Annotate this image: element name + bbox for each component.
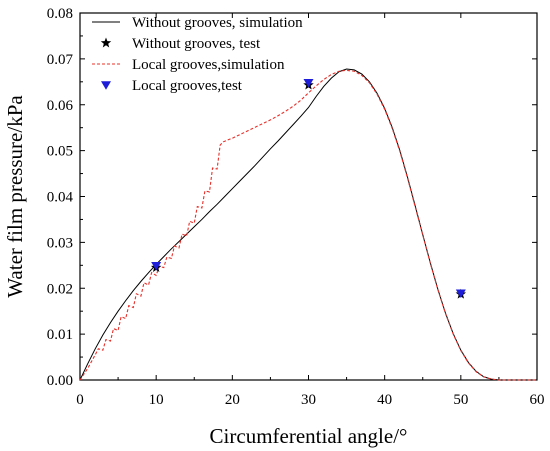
legend-label: Local grooves,test	[132, 78, 243, 94]
legend-item-3: Local grooves,simulation	[92, 57, 285, 73]
series-4	[151, 78, 466, 299]
y-tick-label: 0.02	[47, 281, 73, 297]
y-axis: 0.00 0.01 0.02 0.03 0.04 0.05 0.06 0.07 0.08	[47, 6, 537, 389]
legend-item-4: Local grooves,test	[101, 78, 243, 94]
y-tick-label: 0.05	[47, 144, 73, 160]
x-tick-label: 20	[225, 392, 240, 408]
legend-star-swatch	[100, 37, 112, 48]
x-tick-label: 0	[76, 392, 84, 408]
legend-item-2: Without grooves, test	[100, 36, 261, 52]
series-1	[79, 68, 537, 381]
data-point-triangle	[151, 262, 162, 271]
y-tick-label: 0.00	[47, 373, 73, 389]
x-tick-label: 50	[453, 392, 468, 408]
x-tick-label: 30	[301, 392, 316, 408]
series-2	[150, 79, 467, 299]
series-line	[79, 69, 537, 381]
x-tick-label: 40	[377, 392, 392, 408]
y-axis-title: Water film pressure/kPa	[3, 95, 27, 298]
y-tick-label: 0.08	[47, 6, 73, 22]
series-layer	[79, 68, 537, 381]
x-tick-label: 60	[530, 392, 545, 408]
legend-item-1: Without grooves, simulation	[92, 15, 303, 31]
legend-triangle-swatch	[101, 81, 111, 90]
data-point-triangle	[303, 78, 314, 88]
y-tick-label: 0.06	[47, 98, 74, 114]
legend-label: Without grooves, simulation	[132, 15, 303, 31]
legend: Without grooves, simulation Without groov…	[92, 15, 303, 94]
x-tick-label: 10	[149, 392, 164, 408]
x-axis-title: Circumferential angle/°	[210, 424, 408, 448]
x-axis: 0 10 20 30 40 50 60	[76, 13, 545, 408]
y-tick-label: 0.03	[47, 235, 73, 251]
y-tick-label: 0.07	[47, 52, 74, 68]
series-3	[79, 69, 537, 381]
y-tick-label: 0.01	[47, 327, 73, 343]
legend-label: Local grooves,simulation	[132, 57, 285, 73]
legend-label: Without grooves, test	[132, 36, 261, 52]
series-line	[79, 68, 537, 381]
data-point-triangle	[455, 289, 466, 299]
y-tick-label: 0.04	[47, 190, 74, 206]
